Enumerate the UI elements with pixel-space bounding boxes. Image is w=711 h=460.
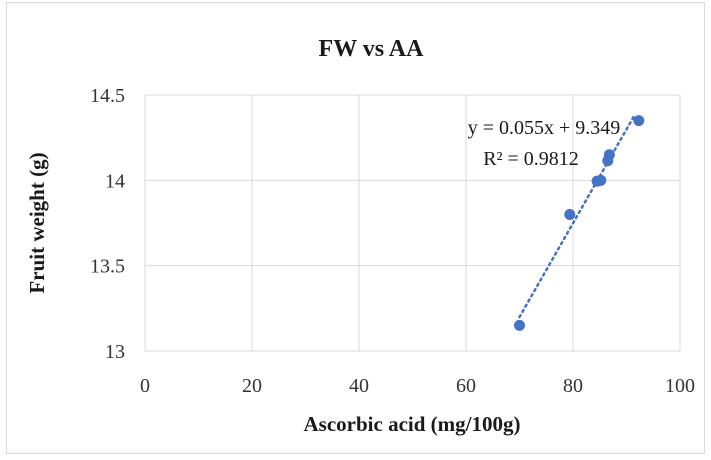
data-point: [633, 115, 645, 127]
x-axis-label: Ascorbic acid (mg/100g): [304, 412, 521, 436]
y-axis-label: Fruit weight (g): [25, 152, 49, 293]
data-point: [603, 149, 615, 161]
x-tick-label: 60: [456, 375, 476, 397]
chart-title: FW vs AA: [319, 36, 425, 62]
trendline: [518, 113, 636, 319]
data-points: [514, 115, 645, 331]
tick-labels: 0 20 40 60 80 100 13 13.5 14 14.5: [90, 85, 695, 397]
x-tick-label: 20: [242, 375, 262, 397]
gridlines: [144, 94, 681, 352]
y-tick-label: 13.5: [90, 256, 125, 278]
x-tick-label: 40: [349, 375, 369, 397]
x-tick-label: 100: [665, 375, 695, 397]
chart-area: [6, 2, 705, 454]
trendline-equation: y = 0.055x + 9.349: [468, 117, 621, 139]
trendline-layer: [518, 113, 636, 319]
data-point: [564, 208, 576, 220]
y-tick-label: 14.5: [90, 85, 125, 107]
data-point: [595, 174, 607, 186]
y-tick-label: 14: [105, 170, 125, 192]
x-tick-label: 0: [140, 375, 150, 397]
x-tick-label: 80: [563, 375, 583, 397]
r-squared-label: R² = 0.9812: [483, 148, 579, 170]
data-point: [514, 319, 525, 331]
y-tick-label: 13: [105, 341, 125, 363]
